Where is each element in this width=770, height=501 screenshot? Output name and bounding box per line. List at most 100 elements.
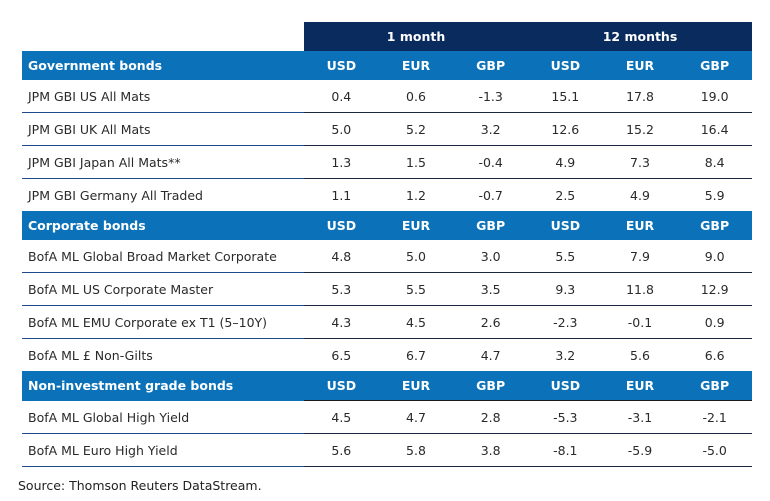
table-row: JPM GBI UK All Mats 5.0 5.2 3.2 12.6 15.2 16.4	[22, 112, 752, 146]
return-value: 9.3	[528, 272, 603, 306]
return-value: 15.2	[602, 112, 678, 146]
bond-returns-table-container: 1 month 12 months Government bonds USD EUR…	[22, 22, 752, 467]
return-value: 3.5	[453, 272, 528, 306]
return-value: 5.5	[378, 272, 454, 306]
return-value: 3.2	[453, 112, 528, 146]
return-value: 16.4	[677, 112, 752, 146]
section-header-row: Corporate bonds USD EUR GBP USD EUR GBP	[22, 211, 752, 240]
currency-header: EUR	[602, 371, 678, 401]
index-name: JPM GBI UK All Mats	[22, 112, 304, 146]
return-value: -0.7	[478, 187, 503, 203]
currency-header: EUR	[602, 211, 678, 240]
return-value: 6.7	[406, 347, 426, 363]
return-value: 2.8	[453, 400, 528, 434]
return-value: 1.2	[406, 187, 426, 203]
return-value: -5.3	[528, 400, 603, 434]
index-name: JPM GBI Germany All Traded	[28, 187, 203, 203]
return-value: 8.4	[677, 145, 752, 179]
return-value: 5.2	[378, 112, 454, 146]
currency-header: GBP	[677, 371, 752, 401]
return-value: 5.6	[630, 347, 650, 363]
return-value: -1.3	[453, 80, 528, 113]
currency-header: GBP	[677, 211, 752, 240]
index-name: BofA ML Global High Yield	[22, 400, 304, 434]
table-row: BofA ML Global Broad Market Corporate 4.8…	[22, 240, 752, 273]
return-value: 3.2	[555, 347, 576, 363]
return-value: 5.6	[304, 433, 379, 467]
index-name: JPM GBI Japan All Mats**	[22, 145, 304, 179]
return-value: 5.0	[304, 112, 379, 146]
return-value: -0.4	[453, 145, 528, 179]
table-row: JPM GBI US All Mats 0.4 0.6 -1.3 15.1 17.8 19.…	[22, 80, 752, 113]
return-value: 11.8	[602, 272, 678, 306]
currency-header: GBP	[453, 371, 528, 401]
currency-header: EUR	[378, 51, 454, 80]
return-value: 2.6	[453, 305, 528, 339]
table-row: BofA ML US Corporate Master 5.3 5.5 3.5 9.3 1…	[22, 272, 752, 306]
table-body: Government bonds USD EUR GBP USD EUR GBP JPM GB…	[22, 51, 752, 467]
return-value: 5.0	[378, 240, 454, 273]
return-value: 12.9	[677, 272, 752, 306]
return-value: 7.9	[602, 240, 678, 273]
return-value: 6.6	[704, 347, 725, 363]
return-value: 4.9	[528, 145, 603, 179]
currency-header: USD	[528, 371, 603, 401]
table-row: JPM GBI Germany All Traded 1.1 1.2 -0.7 2.5 4…	[22, 179, 752, 212]
return-value: 1.1	[331, 187, 352, 203]
currency-header: USD	[528, 51, 603, 80]
period-header-12-months: 12 months	[528, 22, 752, 51]
return-value: 3.0	[453, 240, 528, 273]
return-value: -2.3	[528, 305, 603, 339]
return-value: 5.3	[304, 272, 379, 306]
return-value: -5.9	[602, 433, 678, 467]
return-value: 4.5	[378, 305, 454, 339]
currency-header: GBP	[453, 51, 528, 80]
table-row: BofA ML £ Non-Gilts 6.5 6.7 4.7 3.2 5.6 6.6	[22, 339, 752, 372]
currency-header: EUR	[602, 51, 678, 80]
return-value: 5.9	[704, 187, 725, 203]
return-value: 1.5	[378, 145, 454, 179]
return-value: 5.5	[528, 240, 603, 273]
bond-returns-table: 1 month 12 months Government bonds USD EUR…	[22, 22, 752, 467]
return-value: 17.8	[602, 80, 678, 113]
period-header-blank	[22, 22, 304, 51]
return-value: 4.7	[480, 347, 501, 363]
return-value: 19.0	[677, 80, 752, 113]
currency-header: EUR	[378, 371, 454, 401]
return-value: 6.5	[331, 347, 352, 363]
return-value: 0.9	[677, 305, 752, 339]
return-value: 5.8	[378, 433, 454, 467]
table-row: BofA ML Global High Yield 4.5 4.7 2.8 -5.3 -3…	[22, 400, 752, 434]
return-value: 7.3	[602, 145, 678, 179]
return-value: -5.0	[677, 433, 752, 467]
return-value: 15.1	[528, 80, 603, 113]
section-header-row: Non-investment grade bonds USD EUR GBP USD EU…	[22, 371, 752, 401]
index-name: BofA ML Global Broad Market Corporate	[22, 240, 304, 273]
return-value: 1.3	[304, 145, 379, 179]
return-value: 12.6	[528, 112, 603, 146]
section-title: Government bonds	[22, 51, 304, 80]
return-value: 4.8	[304, 240, 379, 273]
period-header-row: 1 month 12 months	[22, 22, 752, 51]
return-value: -0.1	[602, 305, 678, 339]
section-title: Corporate bonds	[22, 211, 304, 240]
period-header-1-month: 1 month	[304, 22, 528, 51]
currency-header: GBP	[677, 51, 752, 80]
currency-header: GBP	[453, 211, 528, 240]
currency-header: USD	[304, 371, 379, 401]
index-name: BofA ML EMU Corporate ex T1 (5–10Y)	[22, 305, 304, 339]
index-name: BofA ML £ Non-Gilts	[28, 347, 153, 363]
table-row: BofA ML Euro High Yield 5.6 5.8 3.8 -8.1 -5.9…	[22, 433, 752, 467]
return-value: 4.9	[630, 187, 650, 203]
currency-header: USD	[304, 51, 379, 80]
return-value: 4.7	[378, 400, 454, 434]
index-name: JPM GBI US All Mats	[22, 80, 304, 113]
return-value: 3.8	[453, 433, 528, 467]
currency-header: USD	[528, 211, 603, 240]
return-value: 0.4	[304, 80, 379, 113]
table-row: JPM GBI Japan All Mats** 1.3 1.5 -0.4 4.9 7.3…	[22, 145, 752, 179]
index-name: BofA ML Euro High Yield	[22, 433, 304, 467]
return-value: 2.5	[555, 187, 576, 203]
return-value: 9.0	[677, 240, 752, 273]
table-row: BofA ML EMU Corporate ex T1 (5–10Y) 4.3 4.…	[22, 305, 752, 339]
